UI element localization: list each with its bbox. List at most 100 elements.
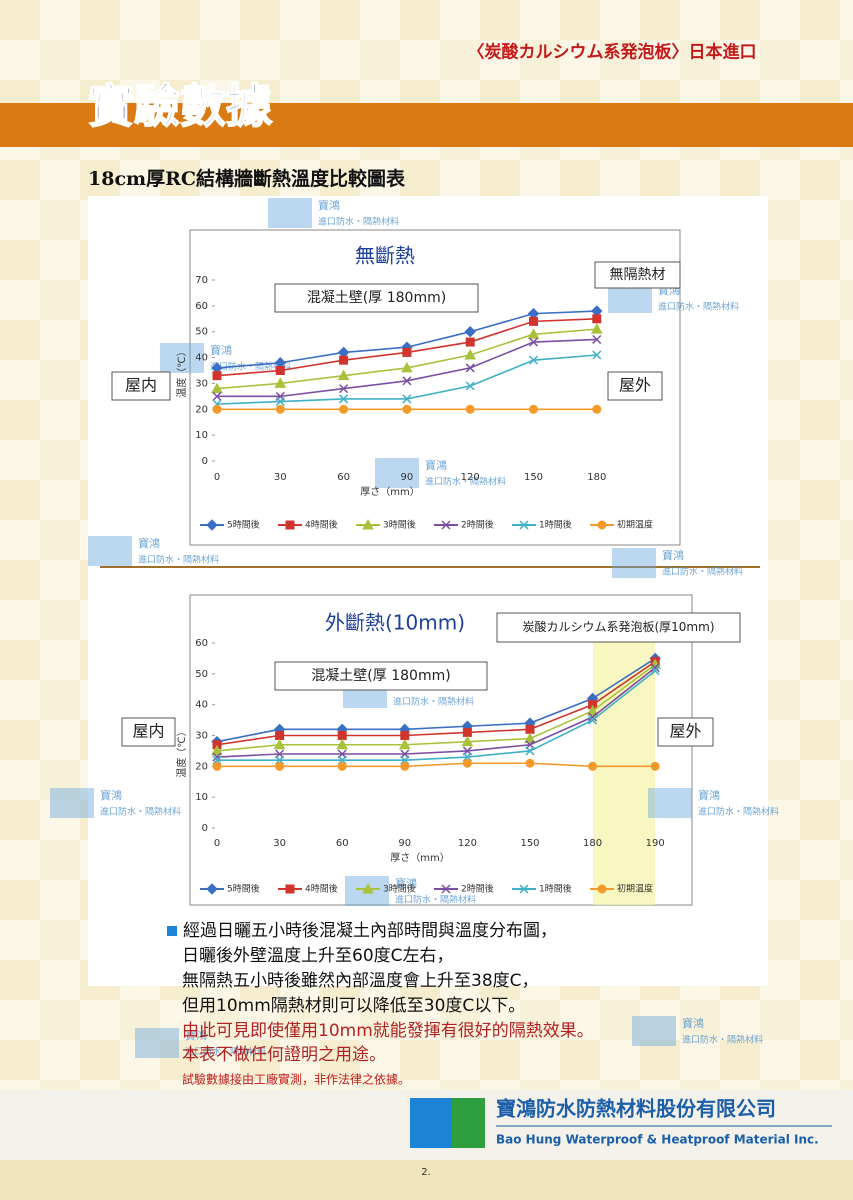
watermark-tagline: 進口防水・隔熱材料 (658, 301, 739, 313)
x-tick-label: 30 (273, 838, 286, 849)
legend-label: 1時間後 (539, 883, 572, 895)
x-tick-label: 90 (401, 472, 414, 483)
banner (0, 103, 853, 147)
watermark-name: 寶鴻 (682, 1016, 704, 1030)
watermark-logo (88, 536, 132, 566)
marker (464, 326, 476, 338)
y-tick-label: 10 (195, 792, 208, 803)
marker (339, 394, 349, 404)
x-tick-label: 60 (337, 472, 350, 483)
marker (597, 520, 607, 530)
marker (211, 382, 223, 394)
watermark-tagline: 進口防水・隔熱材料 (395, 894, 476, 906)
series-line (216, 660, 656, 746)
y-tick-label: 0 (202, 823, 208, 834)
marker (206, 519, 218, 531)
annotation: 屋外 (619, 376, 651, 395)
legend-label: 2時間後 (461, 883, 494, 895)
page-number: 2. (421, 1167, 431, 1178)
page-title: 實驗數據 (88, 79, 273, 133)
marker (525, 724, 535, 734)
marker (362, 882, 374, 894)
legend-label: 5時間後 (227, 883, 260, 895)
watermark-tagline: 進口防水・隔熱材料 (662, 566, 743, 578)
marker (650, 761, 660, 771)
marker (597, 884, 607, 894)
y-tick-label: 70 (195, 275, 208, 286)
marker (519, 884, 529, 894)
y-tick-label: 60 (195, 638, 208, 649)
series-line (216, 657, 656, 743)
marker (211, 744, 223, 756)
marker (400, 761, 410, 771)
marker (273, 738, 286, 750)
series-line (217, 762, 656, 768)
legend-label: 2時間後 (461, 519, 494, 531)
marker (212, 371, 222, 381)
marker (465, 404, 475, 414)
marker (441, 884, 451, 894)
series-line (216, 663, 656, 752)
watermark-tagline: 進口防水・隔熱材料 (698, 806, 779, 818)
annotation: 屋内 (125, 376, 157, 395)
legend-label: 初期温度 (617, 883, 653, 895)
watermark-tagline: 進口防水・隔熱材料 (100, 806, 181, 818)
marker (398, 738, 411, 750)
x-tick-label: 180 (583, 838, 602, 849)
x-tick-label: 60 (336, 838, 349, 849)
annotation-box (274, 283, 479, 313)
watermark-name: 寶鴻 (138, 536, 160, 550)
watermark-tagline: 進口防水・隔熱材料 (393, 696, 474, 708)
company-name-en: Bao Hung Waterproof & Heatproof Material… (496, 1133, 819, 1147)
watermark-logo (632, 1016, 676, 1046)
watermark-tagline: 進口防水・隔熱材料 (425, 476, 506, 488)
marker (339, 355, 349, 365)
body-text: 無隔熱五小時後雖然內部溫度會上升至38度C， (182, 971, 539, 991)
marker (592, 314, 602, 324)
marker (274, 377, 287, 388)
watermark-logo (268, 198, 312, 228)
watermark-name: 寶鴻 (318, 198, 340, 212)
watermark-name: 寶鴻 (100, 788, 122, 802)
marker (527, 328, 540, 339)
x-tick-label: 150 (524, 472, 543, 483)
marker (275, 761, 285, 771)
y-tick-label: 30 (195, 731, 208, 742)
legend-label: 4時間後 (305, 883, 338, 895)
company-name: 寶鴻防水防熱材料股份有限公司 (496, 1097, 776, 1121)
y-tick-label: 50 (195, 669, 208, 680)
marker (339, 384, 349, 394)
marker (275, 366, 285, 375)
annotation-box (657, 717, 714, 747)
marker (337, 731, 347, 740)
marker (592, 334, 602, 345)
chart-frame (189, 594, 693, 906)
marker (590, 323, 603, 334)
marker (339, 404, 349, 414)
watermark-logo (50, 788, 94, 818)
watermark-name: 寶鴻 (662, 548, 684, 562)
x-axis-label: 厚さ（mm） (360, 486, 419, 498)
subtitle: 18cm厚RC結構牆斷熱溫度比較圖表 (88, 167, 406, 190)
marker (592, 404, 602, 414)
note-text: 本表不做任何證明之用途。 (182, 1045, 386, 1065)
marker (529, 316, 538, 326)
body-text: 日曬後外壁溫度上升至60度C左右， (182, 946, 454, 966)
annotation: 屋外 (669, 722, 701, 741)
logo (452, 1098, 485, 1148)
marker (525, 758, 535, 768)
marker (275, 404, 285, 414)
marker (275, 396, 285, 407)
marker (588, 715, 598, 725)
watermark-name: 寶鴻 (210, 343, 232, 357)
watermark-logo (648, 788, 692, 818)
x-tick-label: 30 (274, 472, 287, 483)
y-tick-label: 10 (195, 430, 208, 441)
legend-label: 3時間後 (383, 519, 416, 531)
marker (337, 369, 350, 381)
marker (212, 404, 222, 414)
x-tick-label: 120 (461, 472, 480, 483)
watermark-tagline: 進口防水・隔熱材料 (682, 1034, 763, 1046)
x-tick-label: 150 (520, 838, 539, 849)
marker (337, 761, 347, 771)
